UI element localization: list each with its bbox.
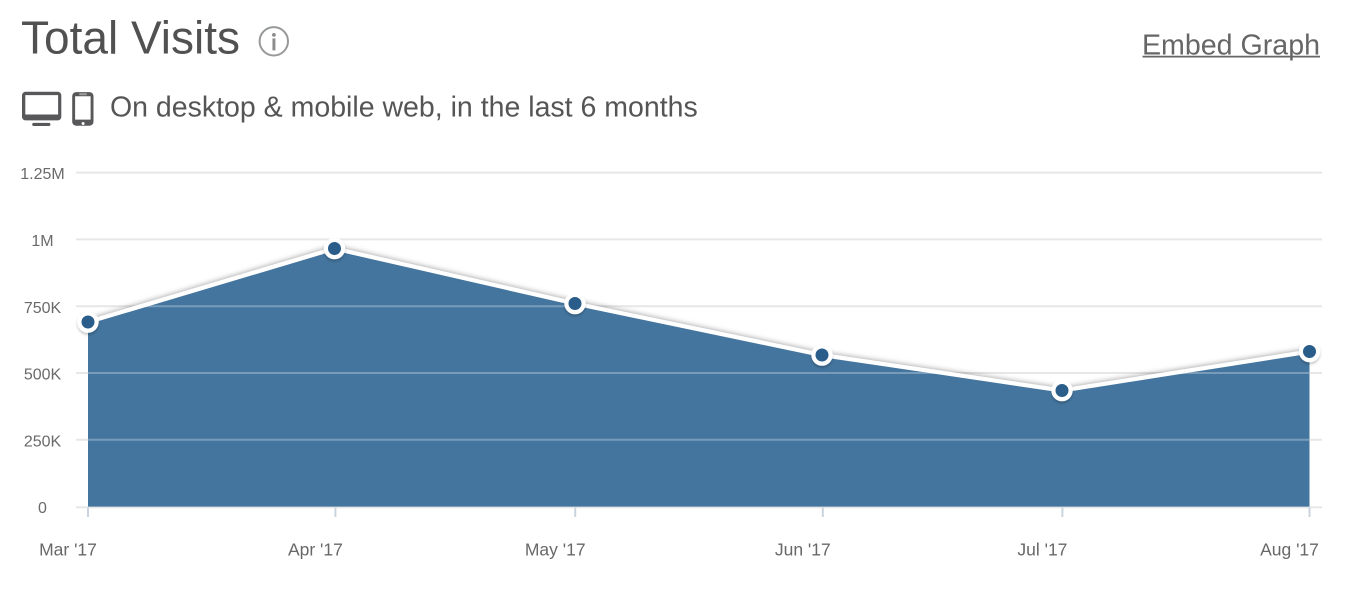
svg-text:Apr '17: Apr '17 [288,540,343,560]
svg-text:500K: 500K [24,367,62,384]
svg-text:1.25M: 1.25M [20,166,64,183]
svg-text:250K: 250K [24,433,62,450]
svg-text:May '17: May '17 [525,540,586,560]
svg-text:Total Visits: Total Visits [21,11,240,63]
svg-text:Mar '17: Mar '17 [39,540,97,560]
svg-text:1M: 1M [31,233,53,250]
svg-text:Jul '17: Jul '17 [1017,540,1067,560]
svg-text:On desktop & mobile web, in th: On desktop & mobile web, in the last 6 m… [110,91,698,123]
svg-text:Jun '17: Jun '17 [775,540,831,560]
svg-text:0: 0 [38,500,47,517]
svg-text:Aug '17: Aug '17 [1260,540,1319,560]
svg-text:750K: 750K [24,300,62,317]
